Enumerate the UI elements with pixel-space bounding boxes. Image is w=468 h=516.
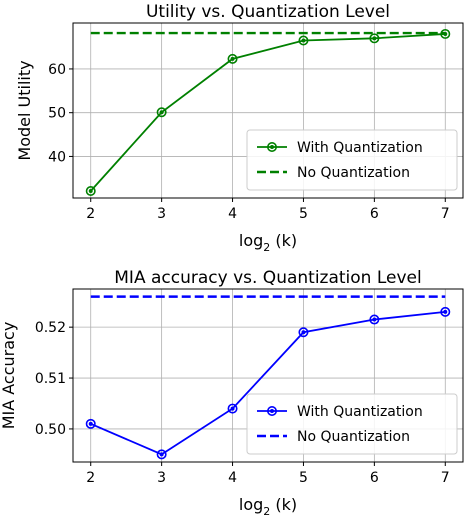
y-tick-label: 0.51 <box>35 371 66 387</box>
y-axis-label: Model Utility <box>15 60 34 160</box>
legend-box <box>246 393 458 455</box>
data-point-center <box>230 56 235 61</box>
chart-panel-1: 2 3 4 5 6 7 40 50 60 Utility vs. Quantization Lev… <box>15 2 464 254</box>
legend-label: No Quantization <box>297 429 410 445</box>
data-point-center <box>230 406 235 411</box>
legend-box <box>246 129 458 191</box>
chart-title: Utility vs. Quantization Level <box>146 2 390 22</box>
y-tick-label: 0.50 <box>35 422 66 438</box>
x-tick-label: 2 <box>86 206 95 222</box>
data-point <box>298 327 309 338</box>
x-tick-label: 4 <box>228 470 237 486</box>
x-axis-label: log2 (k) <box>239 231 297 254</box>
chart-title: MIA accuracy vs. Quantization Level <box>114 268 421 288</box>
chart-panel-2: 2 3 4 5 6 7 0.50 0.51 0.52 MIA accuracy vs. Quant… <box>0 268 464 516</box>
data-point <box>156 449 167 460</box>
legend-handle-marker <box>266 142 277 153</box>
data-point-center <box>88 189 93 193</box>
data-point <box>369 33 380 44</box>
y-tick-label: 60 <box>48 62 66 78</box>
plot-frame <box>72 288 464 463</box>
legend-label: No Quantization <box>297 165 410 181</box>
data-point-center <box>301 38 306 43</box>
y-tick-label: 40 <box>48 149 66 165</box>
data-point <box>85 418 96 429</box>
data-point-center <box>88 421 93 426</box>
x-tick-label: 7 <box>441 206 450 222</box>
plot-frame <box>72 22 464 199</box>
x-tick-label: 3 <box>157 206 166 222</box>
legend-handle-marker-center <box>270 145 274 149</box>
y-axis-label: MIA Accuracy <box>0 322 18 430</box>
data-point <box>440 28 451 39</box>
legend-label: With Quantization <box>297 140 423 156</box>
legend: With Quantization No Quantization <box>246 129 458 191</box>
data-point <box>85 186 96 197</box>
data-point <box>440 306 451 317</box>
x-axis-label: log2 (k) <box>239 495 297 516</box>
x-tick-label: 2 <box>86 470 95 486</box>
series-with-quantization-line <box>90 33 446 192</box>
data-point-center <box>443 309 448 314</box>
data-point <box>369 314 380 325</box>
series-with-quantization-line <box>90 311 446 456</box>
data-point-center <box>372 317 377 322</box>
x-tick-label: 6 <box>370 470 379 486</box>
legend-label: With Quantization <box>297 404 423 420</box>
data-point <box>298 35 309 46</box>
legend-handle-marker-center <box>270 409 274 413</box>
legend: With Quantization No Quantization <box>246 393 458 455</box>
legend-handle-marker <box>266 405 277 416</box>
data-point <box>227 403 238 414</box>
x-tick-label: 5 <box>299 206 308 222</box>
y-tick-label: 50 <box>48 106 66 122</box>
y-tick-label: 0.52 <box>35 320 66 336</box>
data-point <box>227 53 238 64</box>
data-point-center <box>159 110 164 115</box>
x-tick-label: 5 <box>299 470 308 486</box>
data-point-center <box>159 452 164 457</box>
data-point-center <box>372 36 377 41</box>
x-tick-label: 6 <box>370 206 379 222</box>
data-point <box>156 107 167 118</box>
x-tick-label: 7 <box>441 470 450 486</box>
x-tick-label: 4 <box>228 206 237 222</box>
x-tick-label: 3 <box>157 470 166 486</box>
data-point-center <box>301 330 306 335</box>
